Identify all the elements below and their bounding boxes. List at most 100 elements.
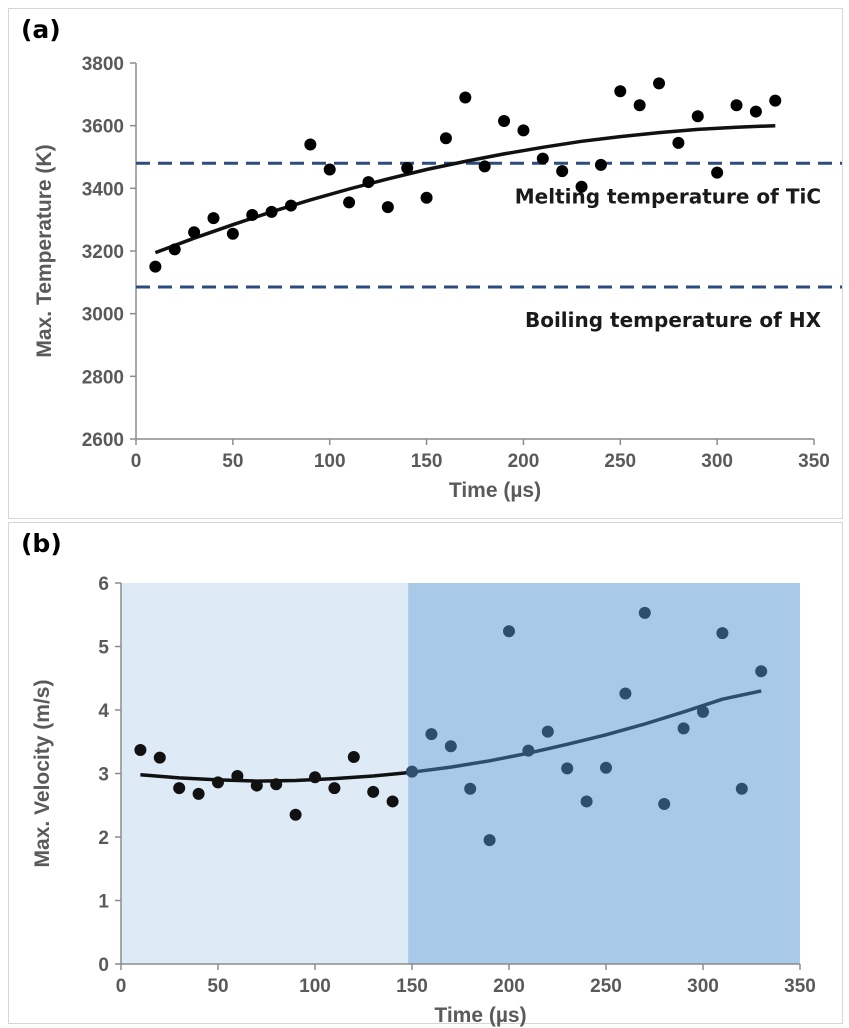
data-point [697,705,709,718]
data-point [691,110,704,123]
shaded-region [408,583,800,964]
x-tick-label: 250 [590,976,622,997]
panel-label-b: (b) [21,529,62,558]
data-point [658,797,671,810]
data-point [134,744,147,757]
y-tick-label: 2 [98,828,109,849]
data-point [439,132,452,145]
data-point [188,226,201,239]
x-tick-label: 50 [222,451,243,472]
y-tick-label: 3800 [82,54,124,75]
data-point [226,227,239,240]
y-tick-label: 1 [98,892,109,913]
data-point [541,725,554,738]
data-point [173,782,186,795]
data-point [755,665,768,678]
chart-panel-a: (a) 0 50 100 150 200 250 300 350 2600 2800 3000 320… [8,8,843,519]
data-point [347,750,360,763]
chart-panel-b: (b) 0 50 100 150 200 250 300 350 0 1 2 3 4 5 6 Time (µs… [8,522,843,1027]
data-point [459,91,472,104]
y-tick-label: 2600 [82,430,124,451]
data-point [265,205,278,218]
data-point [192,787,205,800]
temperature-chart: 0 50 100 150 200 250 300 350 2600 2800 3000 3200 340… [33,54,842,502]
data-point [600,761,612,774]
data-point [381,201,394,214]
data-point [328,782,341,795]
x-tick-label: 300 [701,451,733,472]
data-point [425,728,438,741]
data-point [498,114,511,127]
data-point [284,199,297,212]
data-point [343,196,356,209]
data-point [362,176,375,189]
data-point [309,771,321,784]
data-point [517,124,530,137]
data-point [168,243,181,256]
data-point [711,166,724,179]
data-point [367,785,380,798]
data-point [594,158,607,171]
velocity-chart: 0 50 100 150 200 250 300 350 0 1 2 3 4 5 6 Time (µs) Max… [31,574,816,1027]
data-point [323,163,336,176]
x-tick-label: 350 [784,976,816,997]
shaded-region [121,583,409,964]
y-tick-label: 3000 [82,305,124,326]
x-tick-label: 0 [116,976,127,997]
y-tick-label: 6 [98,574,109,595]
data-point [207,212,220,225]
data-point [270,778,283,791]
data-point [735,782,748,795]
x-axis-title: Time (µs) [434,1004,526,1027]
data-point [730,99,743,112]
data-point [246,208,259,221]
data-point [716,627,729,640]
data-point [483,834,496,847]
data-point [478,160,491,173]
x-axis-title: Time (µs) [449,479,541,502]
x-tick-label: 100 [299,976,331,997]
data-point [464,782,477,795]
data-point [406,765,418,778]
data-point [289,808,302,821]
y-tick-label: 0 [98,955,109,976]
data-point [556,165,569,178]
data-point [386,795,399,808]
x-tick-label: 50 [207,976,228,997]
x-tick-label: 150 [411,451,443,472]
y-tick-label: 3200 [82,242,124,263]
data-point [614,85,627,98]
x-tick-label: 250 [604,451,636,472]
trendline [154,123,776,255]
data-point [561,762,574,775]
data-point [503,625,515,638]
data-point [212,776,224,789]
x-tick-label: 200 [493,976,525,997]
x-tick-label: 200 [508,451,540,472]
data-point [444,740,457,753]
data-point [769,94,782,107]
data-point [420,191,433,204]
data-point [536,152,549,165]
y-tick-label: 3400 [82,179,124,200]
trendline-right [411,689,762,774]
data-point [580,795,593,808]
y-tick-label: 3 [98,765,109,786]
data-point [633,99,646,112]
x-tick-label: 0 [131,451,142,472]
data-point [149,260,162,273]
data-point [677,722,690,735]
x-tick-label: 300 [687,976,719,997]
y-tick-label: 5 [98,638,109,659]
panel-label-a: (a) [21,15,61,44]
reference-line-label: Boiling temperature of HX [525,308,822,332]
data-point [153,751,166,764]
data-point [749,105,762,118]
data-point [231,770,244,783]
data-point [619,687,632,700]
x-tick-label: 350 [798,451,830,472]
y-tick-label: 3600 [82,117,124,138]
y-tick-label: 2800 [82,367,124,388]
x-tick-label: 100 [314,451,346,472]
data-point [250,779,263,792]
